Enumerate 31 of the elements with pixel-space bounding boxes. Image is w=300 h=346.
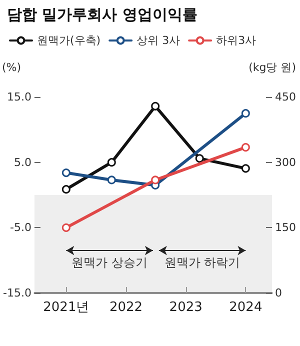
annotation: 원맥가 하락기 [164, 256, 240, 270]
y-tick-label: 15.0 [6, 90, 32, 104]
legend-label: 상위 3사 [136, 34, 180, 47]
annotation: 원맥가 상승기 [72, 256, 148, 270]
legend-label: 원맥가(우축) [37, 34, 101, 47]
point [241, 109, 250, 118]
point [62, 223, 70, 232]
x-tick-label: 2021년 [43, 300, 90, 315]
point [151, 176, 160, 184]
point [107, 176, 116, 184]
legend-label: 하위3사 [216, 34, 256, 47]
x-tick-label: 2023 [169, 300, 202, 315]
point [151, 102, 160, 110]
point [107, 158, 116, 167]
y-tick-label: -15.0 [2, 286, 32, 300]
point [241, 164, 250, 173]
x-tick-label: 2024 [229, 300, 262, 315]
y-tick-label: -5.0 [10, 221, 32, 234]
point [62, 168, 70, 178]
y2-tick-label: 0 [275, 286, 282, 300]
point [195, 154, 204, 163]
y2-tick-label: 150 [275, 221, 296, 234]
y-tick-label: 5.0 [14, 156, 32, 169]
y2-axis-title: (kg당 원) [248, 61, 296, 74]
x-tick-label: 2022 [109, 300, 143, 315]
chart-title: 담합 밀가루회사 영업이익률 [7, 6, 198, 24]
y-axis-title: (%) [2, 61, 22, 74]
point [241, 143, 250, 152]
point [62, 185, 70, 194]
y2-tick-label: 450 [275, 90, 296, 104]
y2-tick-label: 300 [275, 156, 296, 169]
